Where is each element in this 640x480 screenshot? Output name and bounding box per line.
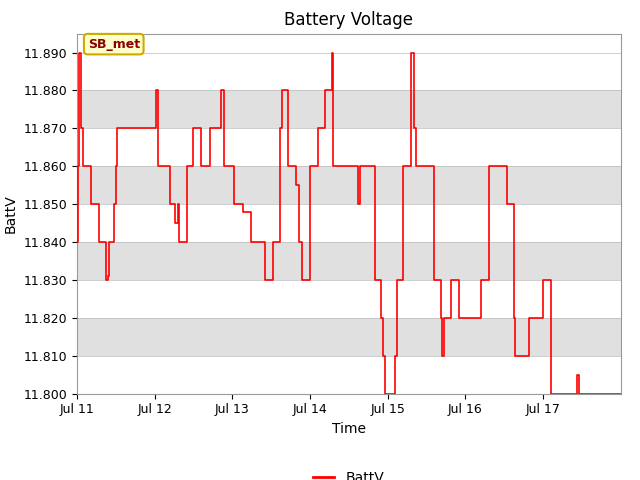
Bar — [77, 242, 621, 280]
Text: SB_met: SB_met — [88, 37, 140, 51]
Bar — [77, 318, 621, 356]
Bar — [77, 166, 621, 204]
X-axis label: Time: Time — [332, 422, 366, 436]
Title: Battery Voltage: Battery Voltage — [284, 11, 413, 29]
Legend: BattV: BattV — [308, 465, 390, 480]
Bar — [77, 90, 621, 128]
Y-axis label: BattV: BattV — [4, 194, 18, 233]
